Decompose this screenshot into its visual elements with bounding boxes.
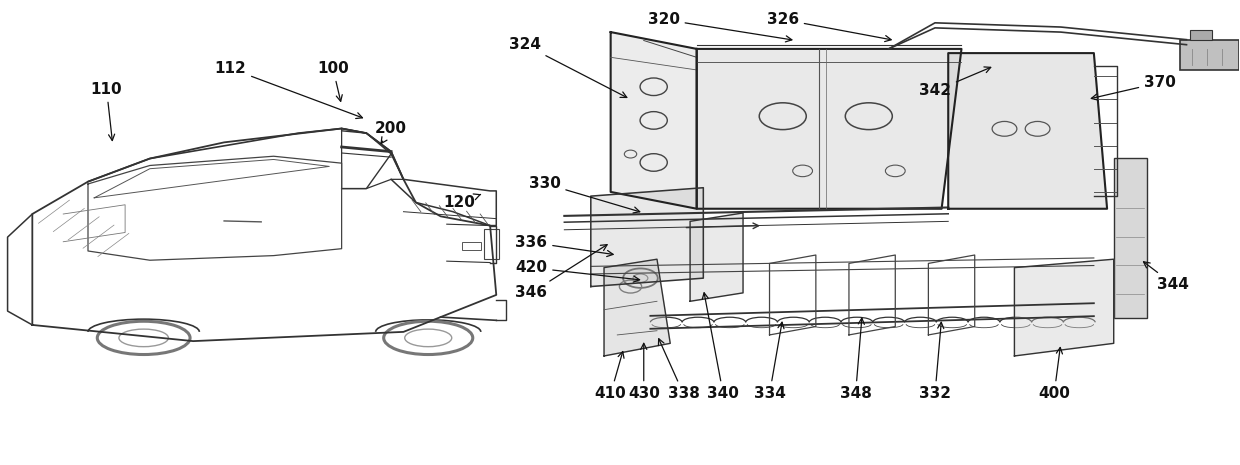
- Text: 336: 336: [516, 235, 613, 257]
- Text: 332: 332: [919, 322, 951, 401]
- Polygon shape: [604, 259, 671, 356]
- Polygon shape: [590, 188, 703, 286]
- Text: 342: 342: [919, 67, 991, 99]
- Text: 340: 340: [702, 293, 739, 401]
- Text: 112: 112: [215, 61, 362, 119]
- Polygon shape: [691, 213, 743, 301]
- Text: 420: 420: [516, 260, 640, 282]
- Text: 430: 430: [627, 343, 660, 401]
- Bar: [1114, 158, 1147, 318]
- Text: 326: 326: [766, 12, 892, 41]
- Text: 320: 320: [647, 12, 792, 42]
- Text: 346: 346: [516, 245, 608, 300]
- Text: 334: 334: [754, 322, 785, 401]
- Bar: [461, 242, 481, 250]
- Text: 370: 370: [1091, 75, 1176, 100]
- Text: 410: 410: [595, 352, 626, 401]
- Bar: [484, 229, 498, 259]
- Text: 348: 348: [839, 318, 872, 401]
- Text: 330: 330: [528, 176, 640, 213]
- Text: 100: 100: [317, 61, 348, 101]
- Text: 344: 344: [1143, 262, 1189, 292]
- Text: 338: 338: [658, 339, 699, 401]
- Text: 120: 120: [443, 194, 481, 210]
- Text: 110: 110: [91, 82, 123, 140]
- Polygon shape: [1014, 259, 1114, 356]
- Text: 200: 200: [376, 121, 407, 144]
- Polygon shape: [949, 53, 1107, 209]
- Polygon shape: [610, 32, 697, 209]
- Text: 324: 324: [508, 37, 626, 98]
- Polygon shape: [697, 49, 961, 209]
- Text: 400: 400: [1038, 347, 1070, 401]
- Bar: [1190, 30, 1211, 40]
- Bar: [1180, 40, 1239, 70]
